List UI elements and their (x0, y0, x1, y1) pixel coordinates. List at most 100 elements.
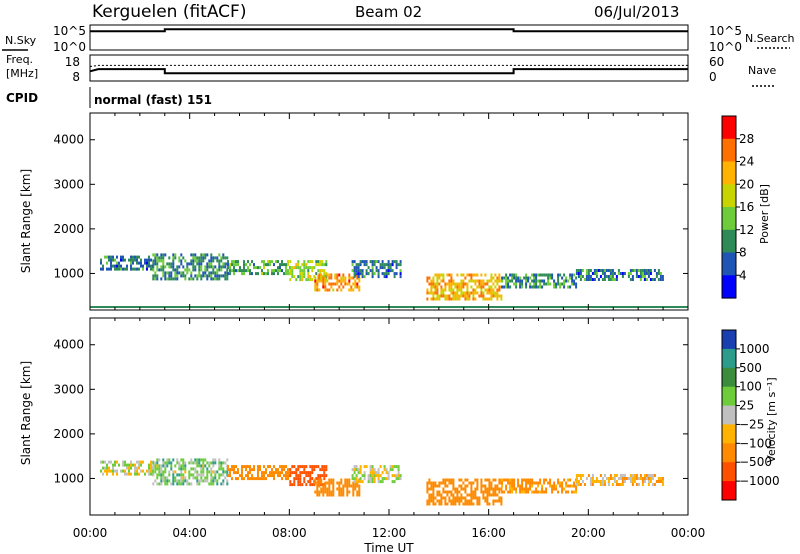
data-cell (279, 266, 281, 270)
data-cell (397, 477, 400, 481)
data-cell (470, 273, 473, 277)
data-cell (436, 484, 439, 488)
data-cell (595, 477, 598, 480)
data-cell (216, 277, 219, 281)
data-cell (498, 487, 501, 491)
data-cell (597, 480, 600, 483)
colorbar-tick-label: 20 (739, 177, 754, 191)
data-cell (613, 278, 616, 281)
data-cell (158, 259, 161, 263)
data-cell (273, 263, 275, 267)
data-cell (348, 288, 351, 292)
data-cell (198, 473, 201, 477)
data-cell (206, 265, 209, 269)
data-cell (513, 478, 516, 482)
data-cell (299, 275, 302, 279)
data-cell (289, 483, 292, 487)
data-cell (192, 277, 195, 281)
data-cell (346, 493, 349, 497)
data-cell (332, 484, 335, 488)
data-cell (615, 275, 618, 278)
data-cell (397, 263, 400, 267)
data-cell (436, 297, 439, 301)
data-cell (156, 277, 159, 281)
data-cell (222, 274, 225, 278)
data-cell (621, 477, 624, 480)
data-cell (287, 474, 289, 478)
data-cell (639, 269, 642, 272)
data-cell (273, 269, 275, 273)
data-cell (156, 467, 159, 471)
velocity-plot-background (90, 318, 688, 515)
data-cell (442, 294, 445, 298)
data-cell (363, 275, 366, 279)
data-cell (355, 477, 358, 481)
data-cell (316, 288, 319, 292)
data-cell (104, 469, 106, 473)
data-cell (488, 493, 491, 497)
data-cell (190, 473, 193, 477)
data-cell (214, 461, 217, 465)
data-cell (609, 278, 612, 281)
data-cell (320, 487, 323, 491)
data-cell (176, 479, 179, 483)
data-cell (629, 272, 632, 275)
data-cell (128, 472, 130, 476)
data-cell (212, 271, 215, 275)
data-cell (611, 477, 614, 480)
data-cell (204, 458, 207, 462)
data-cell (322, 282, 325, 286)
data-cell (188, 473, 191, 477)
data-cell (585, 269, 588, 272)
data-cell (563, 282, 566, 286)
data-cell (120, 264, 122, 268)
data-cell (430, 279, 433, 283)
data-cell (448, 297, 451, 301)
data-cell (474, 496, 477, 500)
data-cell (517, 481, 520, 485)
data-cell (555, 285, 558, 289)
data-cell (391, 263, 394, 267)
data-cell (541, 487, 544, 491)
data-cell (180, 274, 183, 278)
data-cell (186, 265, 189, 269)
data-cell (340, 276, 343, 280)
data-cell (543, 273, 546, 277)
data-cell (176, 271, 179, 275)
data-cell (357, 468, 360, 472)
data-cell (619, 477, 622, 480)
data-cell (328, 282, 331, 286)
data-cell (436, 294, 439, 298)
data-cell (353, 275, 356, 279)
data-cell (444, 288, 447, 292)
data-cell (573, 273, 576, 277)
data-cell (299, 272, 302, 276)
data-cell (208, 271, 211, 275)
data-cell (352, 487, 355, 491)
data-cell (454, 502, 457, 506)
data-cell (259, 465, 261, 469)
data-cell (162, 265, 165, 269)
data-cell (231, 263, 233, 267)
data-cell (438, 273, 441, 277)
data-cell (462, 279, 465, 283)
colorbar-segment (722, 252, 736, 276)
data-cell (448, 499, 451, 503)
data-cell (178, 473, 181, 477)
data-cell (430, 496, 433, 500)
data-cell (484, 273, 487, 277)
data-cell (245, 263, 247, 267)
data-cell (317, 474, 320, 478)
data-cell (198, 262, 201, 266)
data-cell (176, 268, 179, 272)
data-cell (426, 484, 429, 488)
data-cell (293, 483, 296, 487)
data-cell (450, 291, 453, 295)
data-cell (509, 484, 512, 488)
data-cell (444, 478, 447, 482)
data-cell (601, 278, 604, 281)
data-cell (291, 266, 294, 270)
data-cell (241, 272, 243, 276)
data-cell (358, 487, 361, 491)
data-cell (118, 463, 120, 467)
